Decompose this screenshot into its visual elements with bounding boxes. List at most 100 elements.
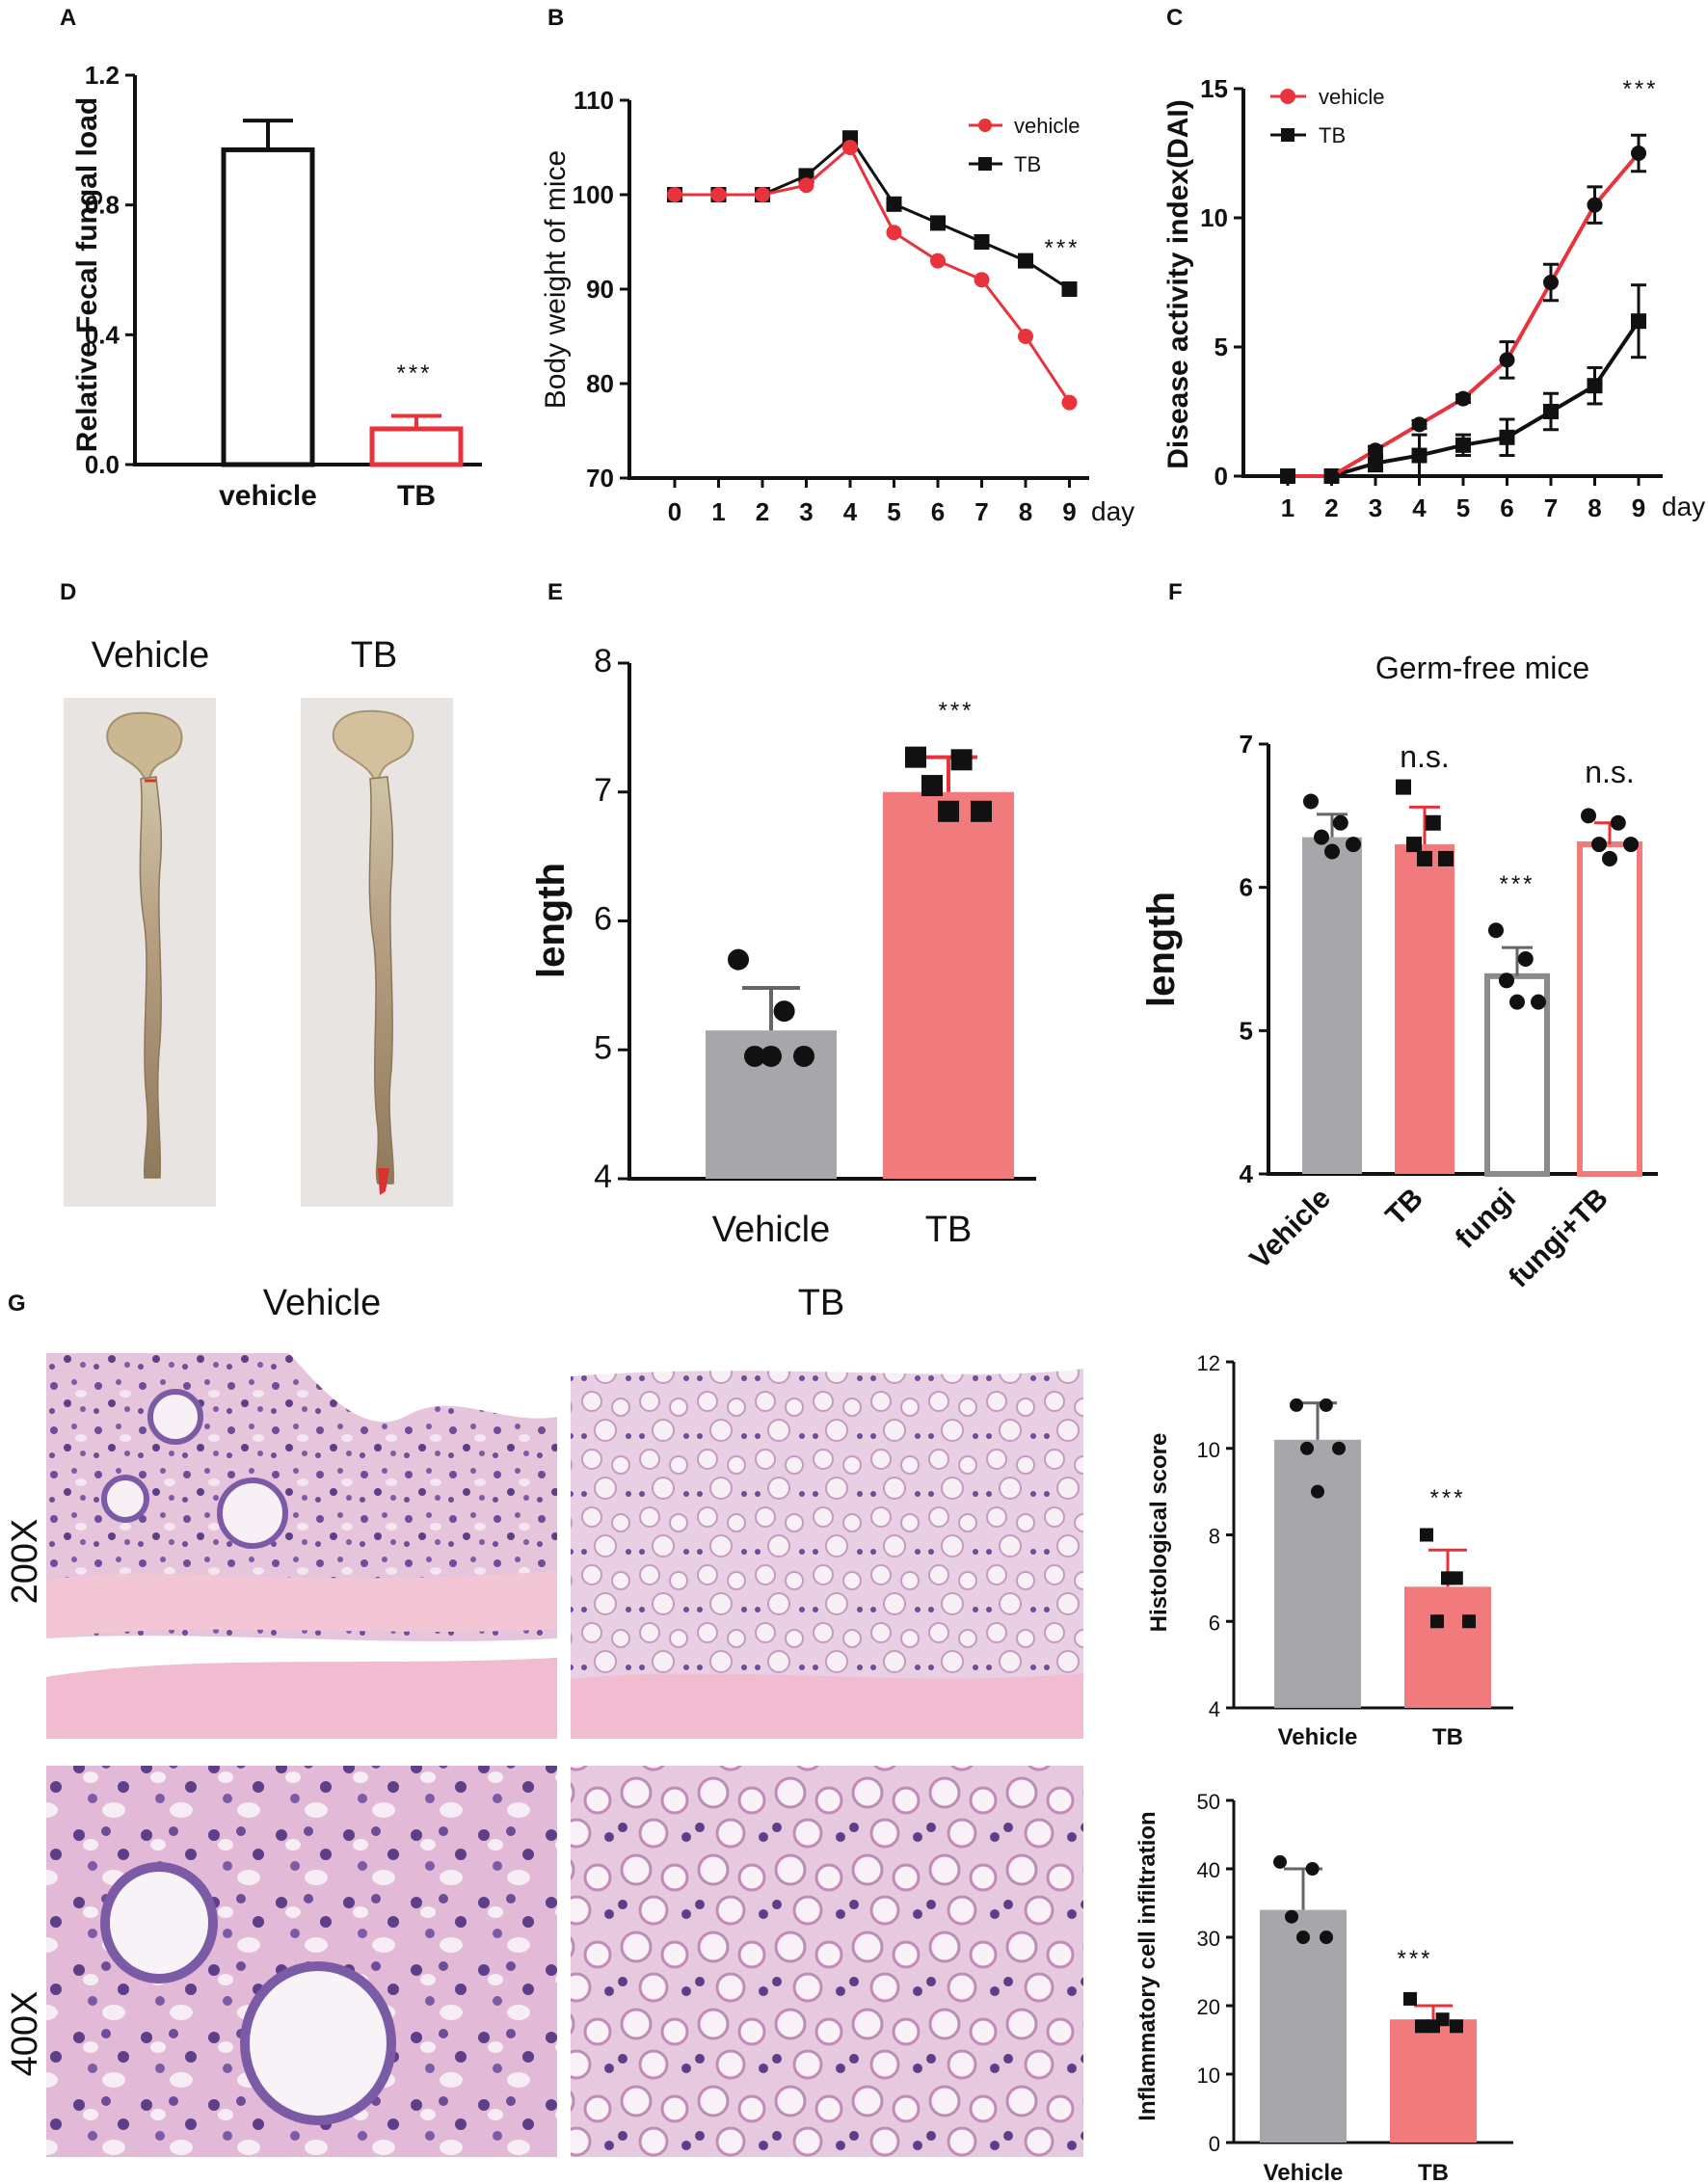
photo-label-tb: TB bbox=[351, 635, 398, 676]
significance-label: n.s. bbox=[1585, 755, 1635, 789]
bar bbox=[883, 791, 1014, 1179]
x-tick-label: 0 bbox=[668, 497, 681, 526]
y-tick-label: 30 bbox=[1197, 1927, 1220, 1951]
data-point-tb bbox=[1018, 253, 1033, 269]
x-tick-label: 7 bbox=[1544, 493, 1558, 522]
bar bbox=[1395, 844, 1454, 1174]
data-point-vehicle bbox=[886, 225, 902, 241]
x-tick-label: 4 bbox=[1412, 493, 1427, 522]
data-point-vehicle bbox=[798, 177, 814, 194]
data-point bbox=[1531, 994, 1546, 1010]
chart-a: Relative Fecal fungal load vehicle TB **… bbox=[71, 61, 482, 512]
bar bbox=[369, 426, 464, 467]
data-point bbox=[921, 775, 943, 797]
data-point bbox=[1305, 1862, 1320, 1876]
significance-label: n.s. bbox=[1400, 739, 1450, 774]
legend-label-vehicle: vehicle bbox=[1319, 85, 1384, 109]
y-tick-label: 0.4 bbox=[85, 320, 120, 349]
chart-e: length Vehicle TB *** 4 5 6 7 8 bbox=[530, 643, 1036, 1250]
data-point-vehicle bbox=[667, 187, 682, 202]
chart-g1: Histological score Vehicle TB *** 4 6 8 10 1… bbox=[1146, 1351, 1513, 1750]
data-point bbox=[1285, 1909, 1298, 1924]
data-point bbox=[1396, 779, 1411, 795]
y-tick-label: 0 bbox=[1214, 462, 1228, 491]
x-tick-label: 1 bbox=[1281, 493, 1294, 522]
data-point bbox=[1602, 850, 1617, 866]
y-axis-title: Relative Fecal fungal load bbox=[71, 97, 103, 452]
data-point bbox=[1403, 1991, 1417, 2006]
x-tick-label: 6 bbox=[1500, 493, 1513, 522]
data-point-vehicle bbox=[1631, 146, 1646, 161]
y-tick-label: 15 bbox=[1200, 74, 1228, 103]
y-tick-label: 4 bbox=[594, 1159, 612, 1195]
y-tick-label: 1.2 bbox=[85, 61, 120, 90]
y-tick-label: 50 bbox=[1197, 1790, 1220, 1814]
y-tick-label: 5 bbox=[1214, 333, 1228, 361]
series-line-tb bbox=[675, 135, 1071, 291]
legend-marker-vehicle bbox=[978, 119, 992, 132]
legend-label-tb: TB bbox=[1319, 123, 1346, 147]
x-tick-label: 3 bbox=[799, 497, 813, 526]
y-tick-label: 4 bbox=[1209, 1697, 1220, 1721]
data-point bbox=[793, 1045, 814, 1067]
data-point-tb bbox=[1455, 437, 1471, 453]
significance-label: *** bbox=[1429, 1485, 1465, 1511]
data-point bbox=[1441, 1571, 1454, 1585]
panel-letter-e: E bbox=[547, 579, 563, 605]
x-tick-label: 8 bbox=[1588, 493, 1601, 522]
data-point-tb bbox=[1499, 429, 1515, 445]
data-point bbox=[938, 800, 959, 822]
data-point-tb bbox=[930, 215, 946, 231]
significance-label: *** bbox=[396, 360, 432, 386]
data-point bbox=[1591, 837, 1607, 853]
y-tick-label: 8 bbox=[1209, 1525, 1220, 1549]
data-point-vehicle bbox=[1543, 275, 1559, 290]
x-tick-label: 5 bbox=[1456, 493, 1470, 522]
row-label-200x: 200X bbox=[5, 1519, 45, 1605]
data-point bbox=[971, 800, 992, 822]
y-axis-title: Body weight of mice bbox=[540, 150, 572, 409]
y-axis-title: Inflammatory cell infiltration bbox=[1134, 1811, 1161, 2120]
histology-tb-400x bbox=[571, 1766, 1083, 2157]
data-point bbox=[773, 1000, 795, 1023]
y-axis-title: length bbox=[530, 863, 573, 978]
data-point bbox=[1509, 994, 1525, 1010]
colon-vehicle bbox=[106, 711, 183, 1179]
x-tick-label: 6 bbox=[931, 497, 945, 526]
data-point-vehicle bbox=[1280, 468, 1295, 484]
data-point-vehicle bbox=[1018, 329, 1033, 344]
histology-vehicle-400x bbox=[46, 1766, 557, 2157]
panel-letter-b: B bbox=[547, 5, 564, 31]
data-point bbox=[1488, 922, 1504, 939]
bar bbox=[1260, 1909, 1347, 2143]
significance-label: *** bbox=[1044, 235, 1080, 261]
panel-letter-a: A bbox=[60, 5, 76, 31]
y-tick-label: 110 bbox=[574, 86, 614, 115]
data-point bbox=[1415, 2019, 1428, 2034]
data-point-vehicle bbox=[930, 253, 946, 269]
histology-tb-200x bbox=[571, 1353, 1083, 1739]
category-label: Vehicle bbox=[1264, 2160, 1344, 2184]
data-point bbox=[1462, 1614, 1476, 1629]
data-point-tb bbox=[1368, 455, 1383, 471]
data-point-tb bbox=[886, 196, 902, 212]
data-point bbox=[1420, 1528, 1433, 1542]
legend-marker-vehicle bbox=[1280, 89, 1295, 104]
histology-vehicle-200x bbox=[46, 1353, 557, 1739]
y-tick-label: 7 bbox=[1240, 730, 1253, 759]
significance-label: *** bbox=[938, 698, 974, 724]
y-tick-label: 80 bbox=[586, 369, 614, 398]
y-axis-title: Disease activity index(DAI) bbox=[1162, 99, 1194, 468]
y-tick-label: 4 bbox=[1240, 1159, 1254, 1188]
y-tick-label: 70 bbox=[586, 464, 614, 493]
y-tick-label: 0.0 bbox=[85, 450, 120, 479]
data-point bbox=[1314, 829, 1329, 845]
data-point bbox=[1450, 2019, 1463, 2034]
y-tick-label: 8 bbox=[594, 643, 612, 679]
data-point bbox=[1438, 850, 1454, 866]
data-point-vehicle bbox=[1368, 442, 1383, 459]
category-label: fungi+TB bbox=[1503, 1183, 1615, 1294]
chart-title: Germ-free mice bbox=[1375, 651, 1589, 685]
x-tick-label: 7 bbox=[974, 497, 988, 526]
